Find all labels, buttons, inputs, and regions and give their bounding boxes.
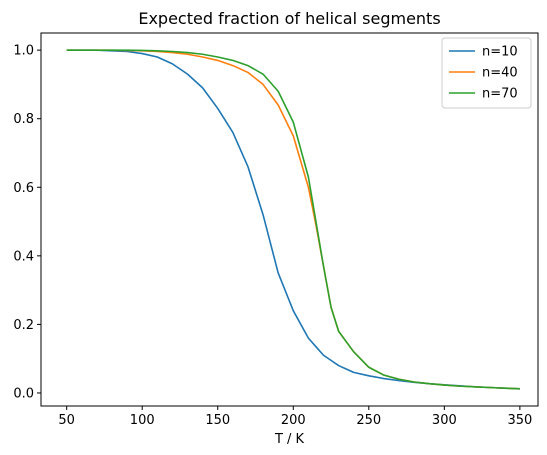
x-tick-label: 300: [432, 413, 457, 428]
y-tick-label: 0.4: [13, 249, 34, 264]
legend-label: n=10: [482, 45, 518, 60]
x-tick-label: 350: [507, 413, 532, 428]
x-axis-label: T / K: [274, 432, 305, 447]
legend-box: [441, 37, 532, 109]
legend: n=10 n=40 n=70: [441, 37, 532, 109]
y-tick-label: 0.8: [13, 112, 34, 127]
chart-title: Expected fraction of helical segments: [138, 9, 440, 28]
x-tick-label: 100: [130, 413, 155, 428]
y-tick-label: 0.6: [13, 181, 34, 196]
axes-frame: [40, 32, 539, 407]
x-tick-label: 50: [58, 413, 75, 428]
x-tick-label: 250: [356, 413, 381, 428]
x-tick-label: 200: [281, 413, 306, 428]
legend-label: n=70: [482, 87, 518, 102]
y-axis: 0.0 0.2 0.4 0.6 0.8 1.0: [13, 44, 41, 401]
plot-area: [66, 49, 520, 390]
legend-label: n=40: [482, 66, 518, 81]
x-axis: 50 100 150 200 250 300 350: [58, 406, 532, 428]
series-line-n-70: [66, 49, 520, 390]
y-tick-label: 1.0: [13, 44, 34, 59]
y-tick-label: 0.2: [13, 318, 34, 333]
x-tick-label: 150: [205, 413, 230, 428]
y-tick-label: 0.0: [13, 386, 34, 401]
